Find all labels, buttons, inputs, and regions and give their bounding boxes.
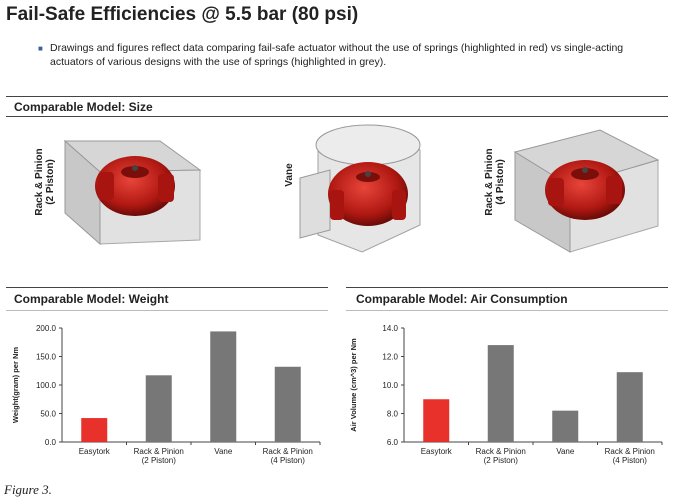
description-text: Drawings and figures reflect data compar… [50, 42, 624, 68]
rack-pinion-4-illustration [513, 129, 660, 253]
x-tick-label: Vane [214, 447, 233, 456]
model-label-vane: Vane [284, 150, 295, 200]
y-tick-label: 50.0 [40, 410, 56, 419]
model-label-line2: (4 Piston) [495, 159, 506, 205]
bar-2 [552, 410, 579, 442]
model-label-rack-pinion-2: Rack & Pinion (2 Piston) [34, 142, 56, 222]
model-label-rack-pinion-4: Rack & Pinion (4 Piston) [484, 142, 506, 222]
y-tick-label: 8.0 [387, 410, 399, 419]
actuator-body [328, 162, 408, 226]
y-tick-label: 0.0 [45, 438, 57, 447]
x-tick-label: Rack & Pinion [263, 447, 313, 456]
y-tick-label: 100.0 [36, 381, 57, 390]
actuator-body [545, 160, 625, 220]
actuator-body [95, 156, 175, 216]
model-label-line2: (2 Piston) [45, 159, 56, 205]
x-tick-label-line2: (4 Piston) [271, 456, 306, 465]
weight-section-rule [6, 310, 328, 311]
y-tick-label: 14.0 [382, 324, 398, 333]
rack-pinion-2-illustration [63, 139, 202, 246]
size-section-rule [6, 116, 668, 117]
x-tick-label-line2: (2 Piston) [484, 456, 519, 465]
figure-caption: Figure 3. [4, 482, 52, 497]
weight-chart: Weight(gram) per Nm 0.0 50.0 100.0 150.0 200.… [11, 324, 321, 465]
weight-section-top-rule [6, 287, 328, 288]
size-section-top-rule [6, 96, 668, 97]
bar-3 [274, 366, 301, 442]
vane-illustration [299, 124, 421, 253]
y-tick-label: 12.0 [382, 353, 398, 362]
x-tick-label-line2: (2 Piston) [142, 456, 177, 465]
air-chart: Air Volume (cm^3) per Nm 6.0 8.0 10.0 12.0 14… [349, 324, 663, 465]
y-axis-label: Air Volume (cm^3) per Nm [349, 338, 358, 432]
x-tick-label: Rack & Pinion [605, 447, 655, 456]
bar-3 [616, 372, 643, 442]
x-tick-label: Easytork [421, 447, 453, 456]
y-tick-label: 6.0 [387, 438, 399, 447]
size-section-heading: Comparable Model: Size [14, 100, 153, 114]
bar-1 [487, 345, 514, 442]
x-tick-label: Vane [556, 447, 575, 456]
description-bullet: ■ Drawings and figures reflect data comp… [38, 41, 638, 69]
y-tick-label: 150.0 [36, 353, 57, 362]
air-section-top-rule [346, 287, 668, 288]
bar-0 [81, 418, 108, 442]
air-section-heading: Comparable Model: Air Consumption [356, 292, 568, 306]
x-tick-label: Easytork [79, 447, 111, 456]
weight-section-heading: Comparable Model: Weight [14, 292, 169, 306]
air-section-rule [346, 310, 668, 311]
model-label-line1: Vane [284, 163, 295, 187]
x-tick-label-line2: (4 Piston) [613, 456, 648, 465]
y-axis-label: Weight(gram) per Nm [11, 347, 20, 423]
x-tick-label: Rack & Pinion [134, 447, 184, 456]
model-label-line1: Rack & Pinion [34, 148, 45, 216]
bar-0 [423, 399, 450, 442]
x-tick-label: Rack & Pinion [476, 447, 526, 456]
model-label-line1: Rack & Pinion [484, 148, 495, 216]
bar-2 [210, 331, 237, 442]
y-tick-label: 10.0 [382, 381, 398, 390]
page-title: Fail-Safe Efficiencies @ 5.5 bar (80 psi… [6, 4, 359, 25]
y-tick-label: 200.0 [36, 324, 57, 333]
bar-1 [145, 375, 172, 442]
bullet-icon: ■ [38, 44, 43, 53]
